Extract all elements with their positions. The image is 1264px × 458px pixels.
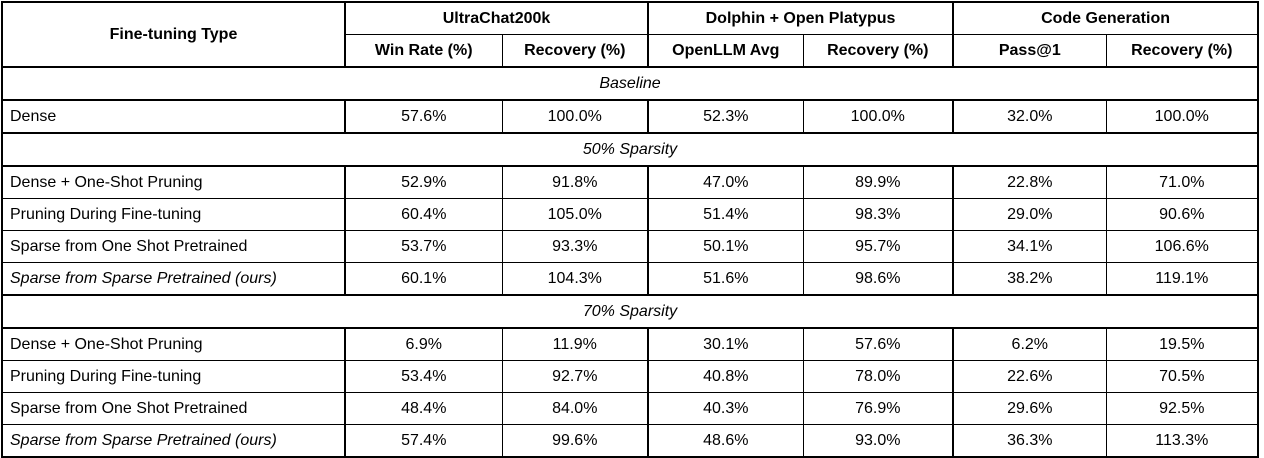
value-cell: 57.6% (344, 99, 503, 134)
row-label: Sparse from One Shot Pretrained (1, 230, 346, 263)
section-row: Baseline (1, 66, 1259, 101)
value-cell: 29.6% (952, 392, 1107, 425)
sub-header-row: Win Rate (%) Recovery (%) OpenLLM Avg Re… (2, 34, 1259, 68)
table-row: Pruning During Fine-tuning 53.4% 92.7% 4… (1, 360, 1259, 393)
value-cell: 104.3% (501, 262, 649, 296)
value-cell: 34.1% (952, 230, 1107, 263)
value-cell: 100.0% (802, 99, 954, 134)
value-cell: 84.0% (501, 392, 649, 425)
value-cell: 38.2% (952, 262, 1107, 296)
row-label: Pruning During Fine-tuning (1, 198, 346, 231)
value-cell: 91.8% (501, 165, 649, 199)
value-cell: 93.3% (501, 230, 649, 263)
value-cell: 98.6% (802, 262, 954, 296)
value-cell: 98.3% (802, 198, 954, 231)
group-header-code-generation: Code Generation (952, 1, 1259, 35)
value-cell: 48.6% (647, 424, 804, 458)
value-cell: 36.3% (952, 424, 1107, 458)
section-row: 50% Sparsity (1, 132, 1259, 167)
value-cell: 47.0% (647, 165, 804, 199)
table-row: Dense 57.6% 100.0% 52.3% 100.0% 32.0% 10… (1, 99, 1259, 134)
value-cell: 78.0% (802, 360, 954, 393)
section-title-70-sparsity: 70% Sparsity (1, 294, 1259, 329)
value-cell: 53.4% (344, 360, 503, 393)
subheader-recovery-dolphin: Recovery (%) (802, 34, 954, 68)
section-title-50-sparsity: 50% Sparsity (1, 132, 1259, 167)
row-label: Dense + One-Shot Pruning (1, 165, 346, 199)
table-row: Dense + One-Shot Pruning 6.9% 11.9% 30.1… (1, 327, 1259, 361)
fine-tuning-type-header: Fine-tuning Type (1, 1, 346, 68)
value-cell: 48.4% (344, 392, 503, 425)
value-cell: 6.2% (952, 327, 1107, 361)
value-cell: 11.9% (501, 327, 649, 361)
row-label: Dense + One-Shot Pruning (1, 327, 346, 361)
value-cell: 22.6% (952, 360, 1107, 393)
subheader-openllm-avg: OpenLLM Avg (647, 34, 804, 68)
value-cell: 22.8% (952, 165, 1107, 199)
value-cell: 70.5% (1105, 360, 1259, 393)
value-cell: 51.4% (647, 198, 804, 231)
value-cell: 71.0% (1105, 165, 1259, 199)
subheader-win-rate: Win Rate (%) (344, 34, 503, 68)
table-row: Sparse from Sparse Pretrained (ours) 60.… (1, 262, 1259, 296)
group-header-ultrachat200k: UltraChat200k (343, 1, 649, 35)
value-cell: 93.0% (802, 424, 954, 458)
row-label: Pruning During Fine-tuning (1, 360, 346, 393)
value-cell: 52.9% (344, 165, 503, 199)
table-row: Pruning During Fine-tuning 60.4% 105.0% … (1, 198, 1259, 231)
table-row: Sparse from One Shot Pretrained 53.7% 93… (1, 230, 1259, 263)
value-cell: 60.4% (344, 198, 503, 231)
value-cell: 57.6% (802, 327, 954, 361)
table-row: Sparse from Sparse Pretrained (ours) 57.… (1, 424, 1259, 458)
section-row: 70% Sparsity (1, 294, 1259, 329)
group-header-row: Fine-tuning Type UltraChat200k Dolphin +… (1, 1, 1259, 68)
table-row: Dense + One-Shot Pruning 52.9% 91.8% 47.… (1, 165, 1259, 199)
value-cell: 50.1% (647, 230, 804, 263)
row-label: Sparse from Sparse Pretrained (ours) (1, 262, 346, 296)
value-cell: 89.9% (802, 165, 954, 199)
row-label: Sparse from Sparse Pretrained (ours) (1, 424, 346, 458)
value-cell: 40.3% (647, 392, 804, 425)
value-cell: 53.7% (344, 230, 503, 263)
value-cell: 29.0% (952, 198, 1107, 231)
table-row: Sparse from One Shot Pretrained 48.4% 84… (1, 392, 1259, 425)
value-cell: 40.8% (647, 360, 804, 393)
group-header-dolphin-open-platypus: Dolphin + Open Platypus (647, 1, 954, 35)
value-cell: 30.1% (647, 327, 804, 361)
value-cell: 76.9% (802, 392, 954, 425)
value-cell: 60.1% (344, 262, 503, 296)
value-cell: 92.5% (1105, 392, 1259, 425)
value-cell: 32.0% (952, 99, 1107, 134)
value-cell: 52.3% (647, 99, 804, 134)
value-cell: 6.9% (344, 327, 503, 361)
value-cell: 51.6% (647, 262, 804, 296)
subheader-pass-at-1: Pass@1 (952, 34, 1107, 68)
value-cell: 105.0% (501, 198, 649, 231)
value-cell: 95.7% (802, 230, 954, 263)
value-cell: 100.0% (1105, 99, 1259, 134)
value-cell: 113.3% (1105, 424, 1259, 458)
subheader-recovery-code: Recovery (%) (1105, 34, 1259, 68)
subheader-recovery-ultrachat: Recovery (%) (501, 34, 649, 68)
value-cell: 92.7% (501, 360, 649, 393)
value-cell: 99.6% (501, 424, 649, 458)
section-title-baseline: Baseline (1, 66, 1259, 101)
row-label: Dense (1, 99, 346, 134)
value-cell: 119.1% (1105, 262, 1259, 296)
value-cell: 90.6% (1105, 198, 1259, 231)
value-cell: 57.4% (344, 424, 503, 458)
value-cell: 100.0% (501, 99, 649, 134)
value-cell: 19.5% (1105, 327, 1259, 361)
value-cell: 106.6% (1105, 230, 1259, 263)
row-label: Sparse from One Shot Pretrained (1, 392, 346, 425)
